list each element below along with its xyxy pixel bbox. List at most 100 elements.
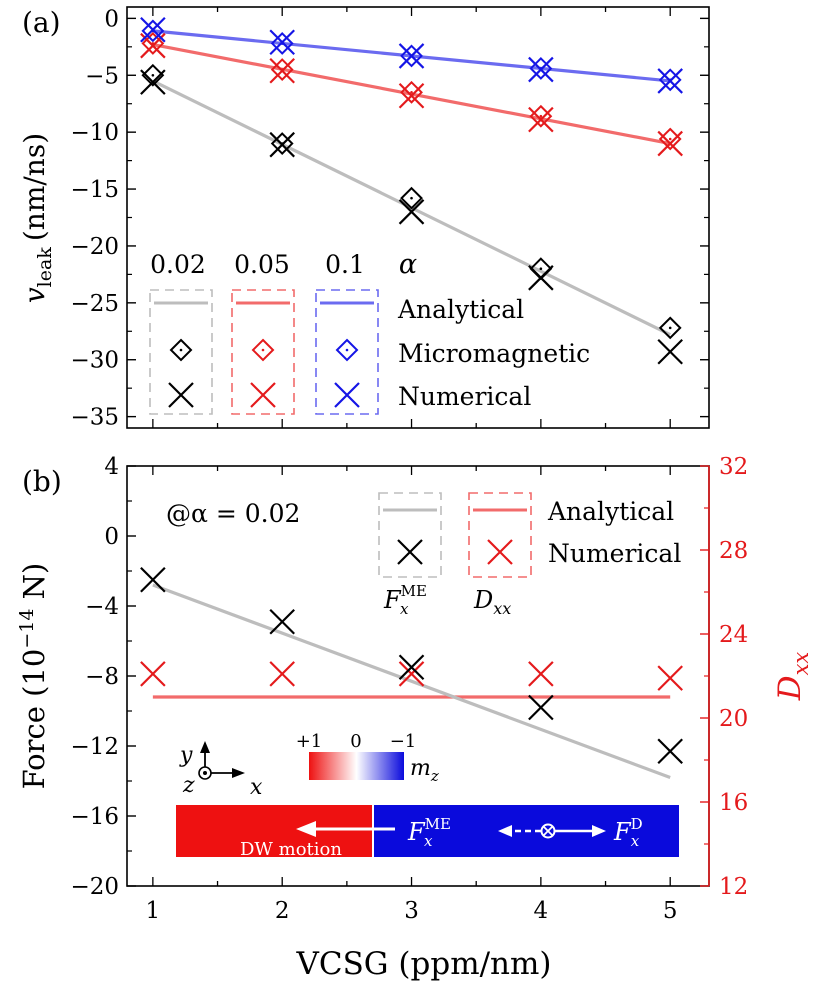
panel-a-legend: 0.02 0.05 0.1 α Analytical Micromagnetic… bbox=[149, 249, 590, 415]
inset-axis-x: x bbox=[250, 775, 263, 800]
mz-main: m bbox=[410, 756, 431, 781]
b-x-tick-label: 1 bbox=[146, 898, 161, 924]
panel-a-analytical-lines bbox=[152, 29, 671, 337]
b-right-tick-label: 24 bbox=[719, 622, 748, 648]
a-y-tick-label: −35 bbox=[70, 405, 119, 431]
inset-fd-sub: x bbox=[631, 832, 640, 850]
panel-a-label: (a) bbox=[22, 6, 61, 39]
inset-axis-z: z bbox=[182, 773, 195, 798]
inset-axis-y: y bbox=[179, 743, 193, 768]
panel-a-x-ticks bbox=[152, 7, 671, 428]
panel-b-legend: Analytical Numerical FME x Dxx bbox=[378, 492, 681, 618]
numerical-point-0.02 bbox=[657, 338, 683, 365]
a-y-tick-label: −25 bbox=[70, 291, 119, 317]
inset-colorbar: +1 0 −1 mz bbox=[296, 731, 439, 785]
a-y-tick-label: −20 bbox=[70, 234, 119, 260]
numerical-point-0.02 bbox=[140, 69, 166, 95]
panel-b-x-ticks: 1 2 3 4 5 bbox=[146, 466, 678, 924]
legend-alpha-1: 0.05 bbox=[234, 250, 290, 279]
numerical-point-0.05 bbox=[528, 106, 554, 133]
colorbar-gradient bbox=[309, 752, 404, 780]
inset-fd-main: F bbox=[613, 818, 632, 846]
domain-red bbox=[176, 805, 372, 857]
x-arrow-head bbox=[232, 768, 245, 778]
legend-cross-0.02 bbox=[168, 382, 194, 408]
legend-b-box-gray bbox=[378, 492, 442, 578]
panel-a-y-ticks: 0 −5 −10 −15 −20 −25 −30 −35 bbox=[70, 6, 709, 431]
legend-b-markers bbox=[397, 539, 513, 565]
fme-numerical-point bbox=[269, 608, 295, 635]
numerical-point-0.05 bbox=[657, 130, 683, 157]
b-left-tick-label: −16 bbox=[70, 804, 119, 830]
numerical-point-0.1 bbox=[528, 56, 554, 83]
numerical-point-0.1 bbox=[657, 68, 683, 94]
legend-b-cross-fme bbox=[397, 539, 423, 565]
panel-b-x-label: VCSG (ppm/nm) bbox=[295, 946, 551, 982]
a-y-tick-label: −10 bbox=[70, 120, 119, 146]
b-x-tick-label: 2 bbox=[275, 898, 290, 924]
legend-b-row-analytical: Analytical bbox=[547, 497, 674, 526]
numerical-point-0.02 bbox=[398, 199, 425, 225]
a-y-tick-label: −5 bbox=[85, 63, 119, 89]
legend-alpha-2: 0.1 bbox=[325, 250, 365, 279]
b-right-tick-label: 32 bbox=[719, 454, 748, 480]
numerical-point-0.05 bbox=[269, 57, 295, 84]
fme-numerical-point bbox=[140, 566, 166, 593]
analytical-line-0.05 bbox=[152, 42, 671, 146]
legend-cross-0.05 bbox=[250, 382, 276, 408]
legend-b-cross-dxx bbox=[487, 539, 513, 565]
b-x-tick-label: 4 bbox=[534, 898, 549, 924]
inset-fme-main: F bbox=[407, 818, 426, 846]
force-label-exp: −14 bbox=[16, 609, 38, 649]
fme-numerical-point bbox=[657, 738, 683, 765]
a-y-tick-label: 0 bbox=[104, 6, 119, 32]
inset-axes: y z x bbox=[179, 741, 263, 800]
y-label-v: v bbox=[18, 287, 51, 303]
legend-alpha-symbol: α bbox=[399, 249, 417, 280]
panel-a-markers bbox=[140, 16, 683, 365]
fme-numerical-point bbox=[398, 654, 425, 681]
force-label-end: N) bbox=[17, 563, 51, 609]
legend-diamond-0.1 bbox=[335, 338, 359, 362]
numerical-point-0.02 bbox=[528, 265, 554, 291]
colorbar-plus: +1 bbox=[296, 731, 323, 752]
legend-row-micromagnetic: Micromagnetic bbox=[398, 339, 590, 368]
legend-b-row-numerical: Numerical bbox=[548, 539, 681, 568]
panel-a-y-label: vleak (nm/ns) bbox=[18, 133, 56, 303]
force-label: Force (10 bbox=[17, 649, 51, 790]
legend-row-numerical: Numerical bbox=[398, 382, 531, 411]
panel-b-analytical-lines bbox=[152, 583, 671, 779]
dxx-sub: xx bbox=[493, 599, 511, 618]
b-right-tick-label: 28 bbox=[719, 538, 748, 564]
colorbar-zero: 0 bbox=[350, 731, 361, 752]
dxx-numerical-point bbox=[269, 661, 295, 687]
fd-arrow-head bbox=[592, 825, 606, 837]
b-left-tick-label: 4 bbox=[104, 454, 119, 480]
b-right-tick-label: 12 bbox=[719, 874, 748, 900]
legend-cross-0.1 bbox=[334, 382, 360, 408]
numerical-point-0.1 bbox=[269, 29, 295, 56]
dxx-numerical-point bbox=[398, 661, 425, 687]
numerical-point-0.05 bbox=[398, 82, 425, 109]
panel-b-left-y-label: Force (10−14 N) bbox=[16, 563, 51, 790]
dxx-numerical-point bbox=[528, 661, 554, 687]
dxx-label-main: D bbox=[772, 675, 808, 701]
panel-b-right-y-label: Dxx bbox=[772, 652, 813, 702]
fme-sup: ME bbox=[401, 582, 427, 600]
inset-fme-sup: ME bbox=[425, 815, 451, 833]
legend-diamond-0.02 bbox=[169, 338, 193, 362]
b-left-tick-label: −4 bbox=[85, 594, 119, 620]
panel-b-markers bbox=[140, 566, 683, 765]
micromagnetic-point-0.02 bbox=[141, 63, 165, 87]
panel-b-left-y-ticks: 4 0 −4 −8 −12 −16 −20 bbox=[70, 454, 136, 900]
panel-b-label: (b) bbox=[22, 465, 62, 498]
dxx-main: D bbox=[473, 586, 493, 614]
y-arrow-head bbox=[200, 741, 210, 753]
numerical-point-0.1 bbox=[398, 43, 425, 69]
legend-b-box-red bbox=[468, 492, 532, 578]
legend-box-gray bbox=[149, 289, 213, 415]
numerical-point-0.1 bbox=[140, 16, 166, 43]
fme-main: F bbox=[383, 586, 402, 614]
legend-box-red bbox=[231, 289, 295, 415]
